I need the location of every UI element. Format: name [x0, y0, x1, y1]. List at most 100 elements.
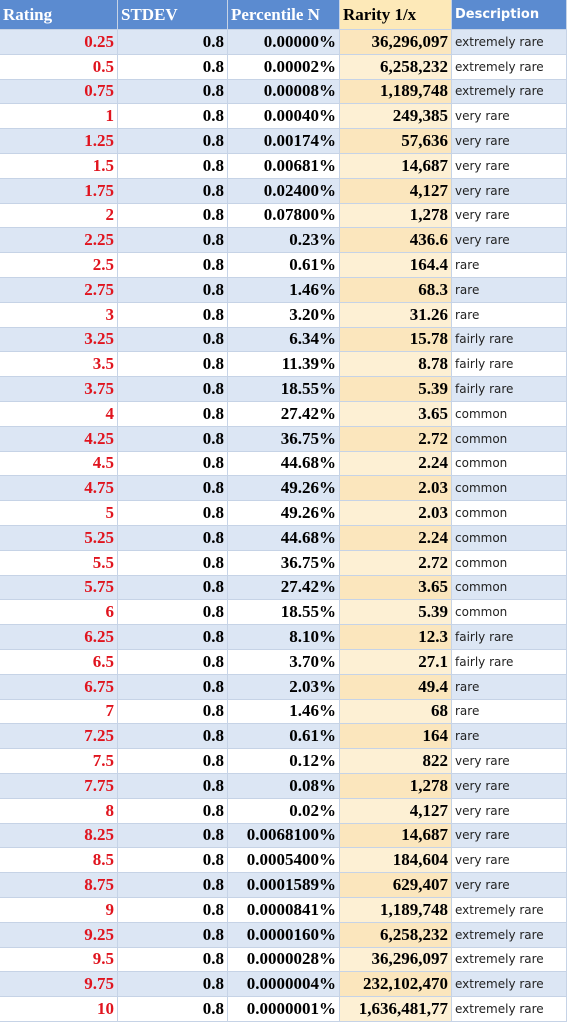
- stdev-cell: 0.8: [118, 674, 228, 700]
- percentile-cell: 0.00174%: [228, 129, 340, 154]
- stdev-cell: 0.8: [118, 997, 228, 1022]
- stdev-cell: 0.8: [118, 550, 228, 576]
- stdev-cell: 0.8: [118, 798, 228, 824]
- description-cell: extremely rare: [452, 54, 567, 80]
- rating-cell: 2: [0, 203, 118, 229]
- rarity-cell: 68: [340, 699, 452, 725]
- rating-cell: 5.75: [0, 575, 118, 601]
- percentile-cell: 18.55%: [228, 600, 340, 626]
- rating-cell: 8.25: [0, 823, 118, 849]
- rarity-cell: 249,385: [340, 104, 452, 130]
- stdev-cell: 0.8: [118, 972, 228, 998]
- percentile-cell: 49.26%: [228, 501, 340, 526]
- stdev-cell: 0.8: [118, 253, 228, 278]
- stdev-cell: 0.8: [118, 575, 228, 601]
- rarity-cell: 164.4: [340, 253, 452, 278]
- stdev-cell: 0.8: [118, 650, 228, 675]
- rating-cell: 4.5: [0, 451, 118, 477]
- percentile-cell: 0.0000004%: [228, 972, 340, 998]
- description-cell: very rare: [452, 154, 567, 179]
- percentile-cell: 0.00040%: [228, 104, 340, 130]
- description-cell: very rare: [452, 798, 567, 824]
- stdev-cell: 0.8: [118, 203, 228, 229]
- percentile-cell: 49.26%: [228, 476, 340, 502]
- percentile-cell: 1.46%: [228, 278, 340, 303]
- rarity-cell: 232,102,470: [340, 972, 452, 998]
- description-cell: fairly rare: [452, 377, 567, 402]
- description-cell: common: [452, 476, 567, 502]
- stdev-cell: 0.8: [118, 749, 228, 774]
- percentile-cell: 2.03%: [228, 674, 340, 700]
- description-cell: very rare: [452, 228, 567, 254]
- description-cell: extremely rare: [452, 922, 567, 948]
- description-cell: common: [452, 526, 567, 551]
- stdev-cell: 0.8: [118, 129, 228, 154]
- description-cell: fairly rare: [452, 327, 567, 353]
- rarity-cell: 5.39: [340, 600, 452, 626]
- stdev-cell: 0.8: [118, 699, 228, 725]
- rating-cell: 0.25: [0, 30, 118, 55]
- percentile-cell: 0.0005400%: [228, 848, 340, 874]
- rarity-cell: 2.24: [340, 526, 452, 551]
- percentile-cell: 11.39%: [228, 352, 340, 378]
- rating-cell: 1.5: [0, 154, 118, 179]
- stdev-cell: 0.8: [118, 228, 228, 254]
- description-cell: fairly rare: [452, 352, 567, 378]
- rarity-cell: 14,687: [340, 823, 452, 849]
- rarity-cell: 36,296,097: [340, 947, 452, 973]
- rarity-cell: 4,127: [340, 178, 452, 204]
- rarity-cell: 2.24: [340, 451, 452, 477]
- percentile-cell: 0.02%: [228, 798, 340, 824]
- rating-cell: 2.5: [0, 253, 118, 278]
- rarity-cell: 68.3: [340, 278, 452, 303]
- description-cell: rare: [452, 699, 567, 725]
- percentile-cell: 0.12%: [228, 749, 340, 774]
- rating-cell: 10: [0, 997, 118, 1022]
- rating-cell: 6.25: [0, 625, 118, 650]
- stdev-cell: 0.8: [118, 327, 228, 353]
- stdev-cell: 0.8: [118, 922, 228, 948]
- rarity-cell: 5.39: [340, 377, 452, 402]
- description-cell: very rare: [452, 774, 567, 799]
- stdev-cell: 0.8: [118, 625, 228, 650]
- percentile-cell: 36.75%: [228, 550, 340, 576]
- rating-cell: 9.25: [0, 922, 118, 948]
- description-cell: extremely rare: [452, 79, 567, 105]
- rarity-cell: 1,189,748: [340, 898, 452, 923]
- rarity-cell: 31.26: [340, 302, 452, 328]
- percentile-cell: 3.20%: [228, 302, 340, 328]
- rarity-cell: 1,189,748: [340, 79, 452, 105]
- percentile-cell: 44.68%: [228, 451, 340, 477]
- rating-cell: 3: [0, 302, 118, 328]
- description-cell: very rare: [452, 823, 567, 849]
- description-cell: very rare: [452, 873, 567, 898]
- stdev-cell: 0.8: [118, 898, 228, 923]
- rarity-cell: 1,278: [340, 203, 452, 229]
- rating-cell: 4.75: [0, 476, 118, 502]
- percentile-cell: 0.08%: [228, 774, 340, 799]
- header-cell: STDEV: [118, 0, 228, 30]
- stdev-cell: 0.8: [118, 178, 228, 204]
- rating-cell: 7.25: [0, 724, 118, 750]
- rating-cell: 1.25: [0, 129, 118, 154]
- rating-cell: 3.5: [0, 352, 118, 378]
- description-cell: very rare: [452, 203, 567, 229]
- rating-cell: 3.25: [0, 327, 118, 353]
- rating-cell: 4: [0, 402, 118, 427]
- rating-cell: 2.25: [0, 228, 118, 254]
- percentile-cell: 0.0000841%: [228, 898, 340, 923]
- percentile-cell: 0.02400%: [228, 178, 340, 204]
- rarity-cell: 57,636: [340, 129, 452, 154]
- rarity-cell: 15.78: [340, 327, 452, 353]
- stdev-cell: 0.8: [118, 426, 228, 452]
- stdev-cell: 0.8: [118, 476, 228, 502]
- percentile-cell: 0.00008%: [228, 79, 340, 105]
- rating-cell: 1.75: [0, 178, 118, 204]
- percentile-cell: 0.00681%: [228, 154, 340, 179]
- percentile-cell: 0.0068100%: [228, 823, 340, 849]
- description-cell: very rare: [452, 129, 567, 154]
- description-cell: rare: [452, 674, 567, 700]
- description-cell: fairly rare: [452, 650, 567, 675]
- stdev-cell: 0.8: [118, 377, 228, 402]
